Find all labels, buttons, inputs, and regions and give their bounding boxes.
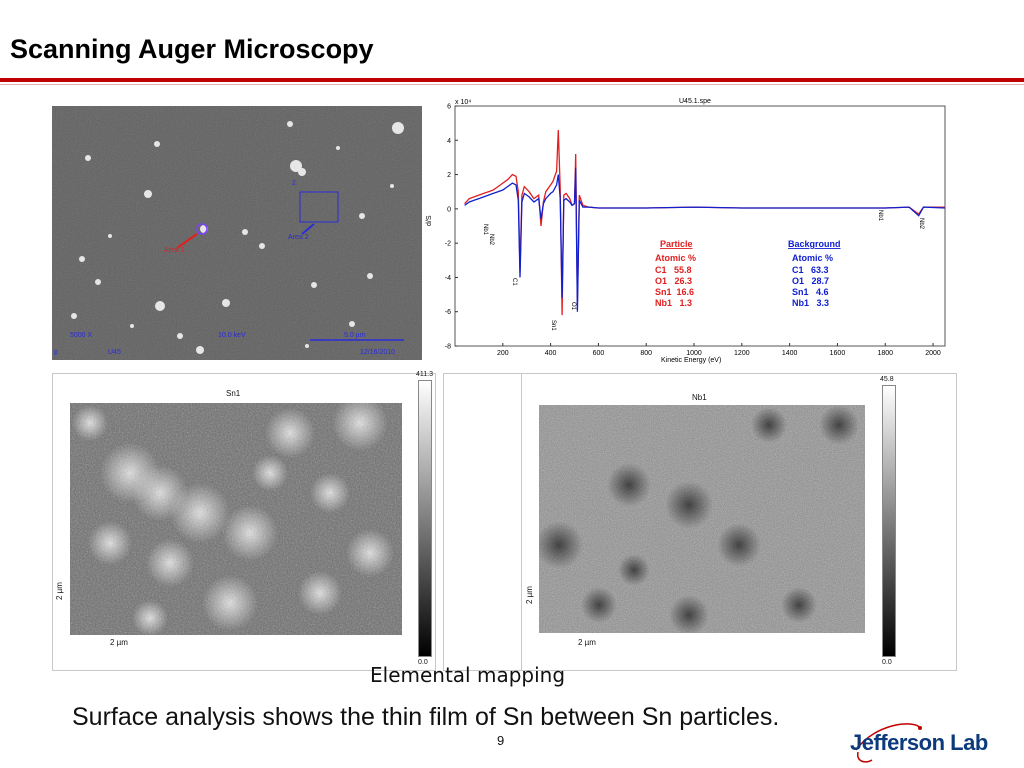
- spacer-frame: [443, 373, 522, 671]
- sem-voltage: 10.0 keV: [218, 332, 246, 339]
- sem-magnification: 5000 X: [70, 332, 93, 339]
- x-tick-label: 600: [593, 350, 605, 357]
- peak-label-nb2-high: Nb2: [918, 218, 924, 230]
- box-label: 2: [292, 180, 296, 187]
- plot-frame: [454, 105, 946, 347]
- x-tick-label: 1600: [830, 350, 846, 357]
- nb-y-scale: 2 µm: [525, 586, 534, 604]
- particle-row-nb1: Nb1 1.3: [655, 298, 692, 308]
- nb-map-title: Nb1: [692, 393, 707, 402]
- y-tick-label: -4: [445, 275, 451, 282]
- particle-row-o1: O1 26.3: [655, 276, 692, 286]
- jefferson-lab-logo: Jefferson Lab: [846, 720, 994, 766]
- peak-label-c1: C1: [511, 278, 517, 286]
- background-row-nb1: Nb1 3.3: [792, 298, 829, 308]
- nb-map-frame: [521, 373, 957, 671]
- y-multiplier: x 10⁴: [455, 99, 471, 106]
- background-legend-subtitle: Atomic %: [792, 253, 833, 263]
- spectrum-file-label: U45.1.spe: [679, 98, 711, 105]
- sn-map-frame: [52, 373, 436, 671]
- sn-y-scale: 2 µm: [55, 582, 64, 600]
- figure-caption: Elemental mapping: [370, 663, 566, 687]
- background-row-c1: C1 63.3: [792, 265, 829, 275]
- nb-colorbar-min: 0.0: [882, 659, 892, 666]
- sem-sample: U45: [108, 349, 121, 356]
- background-row-sn1: Sn1 4.6: [792, 287, 829, 297]
- x-tick-label: 2000: [925, 350, 941, 357]
- area2-label: Area 2: [288, 234, 309, 241]
- x-tick-label: 1000: [686, 350, 702, 357]
- sn-colorbar: [418, 380, 432, 657]
- sem-particles: [52, 106, 422, 360]
- nb-x-scale: 2 µm: [578, 638, 596, 647]
- sn-x-scale: 2 µm: [110, 638, 128, 647]
- x-tick-label: 400: [545, 350, 557, 357]
- particle-row-c1: C1 55.8: [655, 265, 692, 275]
- y-tick-label: 6: [447, 104, 451, 111]
- background-row-o1: O1 28.7: [792, 276, 829, 286]
- x-tick-label: 800: [640, 350, 652, 357]
- auger-spectrum-chart: x 10⁴ U45.1.spe d/S Kinetic Energy (eV) …: [426, 98, 946, 364]
- logo-text: Jefferson Lab: [850, 730, 988, 755]
- sn-colorbar-min: 0.0: [418, 659, 428, 666]
- particle-legend-subtitle: Atomic %: [655, 253, 696, 263]
- x-axis-label: Kinetic Energy (eV): [661, 357, 721, 364]
- area1-label: Area 1: [164, 247, 185, 254]
- title-underline-shadow: [0, 84, 1024, 85]
- x-tick-label: 1200: [734, 350, 750, 357]
- sn-map-title: Sn1: [226, 389, 241, 398]
- x-tick-label: 1800: [877, 350, 893, 357]
- sem-date: 12/16/2010: [360, 349, 396, 356]
- sem-image: Area 1 Area 2 2 5000 X 10.0 keV 5.0 µm p…: [52, 106, 422, 360]
- summary-text: Surface analysis shows the thin film of …: [72, 703, 780, 731]
- series-line-background: [464, 167, 946, 312]
- y-tick-label: -8: [445, 344, 451, 351]
- background-legend-title: Background: [788, 239, 841, 249]
- slide-title: Scanning Auger Microscopy: [10, 34, 374, 64]
- x-tick-label: 200: [497, 350, 509, 357]
- nb-colorbar: [882, 385, 896, 657]
- y-axis-label: d/S: [426, 215, 433, 226]
- y-tick-label: 2: [447, 172, 451, 179]
- y-tick-label: -6: [445, 309, 451, 316]
- sem-corner-label: p: [54, 349, 58, 356]
- x-tick-label: 1400: [782, 350, 798, 357]
- logo-swoosh-icon: [855, 723, 922, 763]
- page-number: 9: [497, 733, 505, 748]
- particle-row-sn1: Sn1 16.6: [655, 287, 694, 297]
- y-tick-label: -2: [445, 241, 451, 248]
- peak-label-nb1: Nb1: [482, 224, 488, 236]
- y-tick-label: 4: [447, 138, 451, 145]
- y-tick-label: 0: [447, 206, 451, 213]
- peak-label-o1: O1: [570, 302, 576, 311]
- peak-label-nb2: Nb2: [488, 234, 494, 246]
- peak-label-sn1: Sn1: [550, 320, 556, 331]
- title-underline: [0, 78, 1024, 82]
- nb-elemental-map: [539, 405, 865, 633]
- nb-colorbar-max: 45.8: [880, 376, 894, 383]
- sn-elemental-map: [70, 403, 402, 635]
- peak-label-nb1-high: Nb1: [877, 210, 883, 222]
- sn-colorbar-max: 411.3: [416, 371, 433, 378]
- sem-scale: 5.0 µm: [344, 332, 366, 339]
- particle-legend-title: Particle: [660, 239, 693, 249]
